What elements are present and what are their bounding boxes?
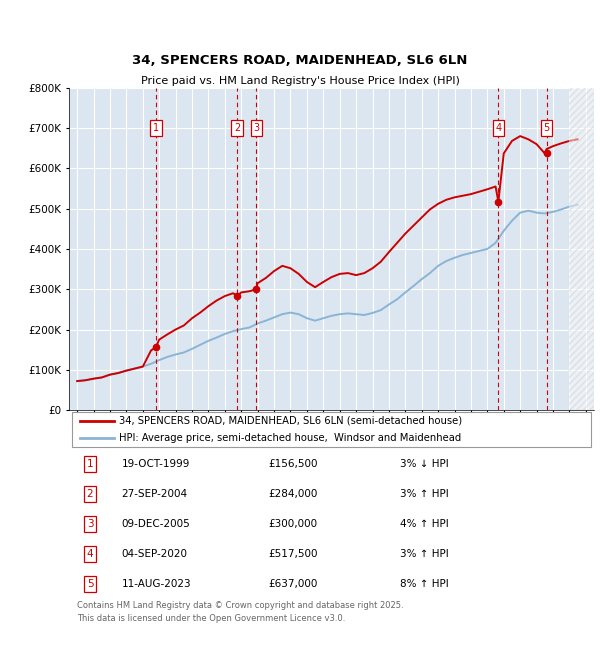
- Text: 4: 4: [86, 549, 94, 559]
- Text: 27-SEP-2004: 27-SEP-2004: [121, 489, 188, 499]
- Text: 1: 1: [86, 459, 94, 469]
- Text: 2: 2: [234, 123, 240, 133]
- Text: £517,500: £517,500: [269, 549, 318, 559]
- Text: £300,000: £300,000: [269, 519, 317, 529]
- Text: 8% ↑ HPI: 8% ↑ HPI: [400, 579, 449, 589]
- Text: 5: 5: [544, 123, 550, 133]
- Text: 19-OCT-1999: 19-OCT-1999: [121, 459, 190, 469]
- Text: 3% ↑ HPI: 3% ↑ HPI: [400, 489, 449, 499]
- Text: 09-DEC-2005: 09-DEC-2005: [121, 519, 190, 529]
- Text: 1: 1: [153, 123, 159, 133]
- Text: 3: 3: [253, 123, 259, 133]
- Text: HPI: Average price, semi-detached house,  Windsor and Maidenhead: HPI: Average price, semi-detached house,…: [119, 434, 461, 443]
- Text: 3: 3: [86, 519, 94, 529]
- Text: £156,500: £156,500: [269, 459, 318, 469]
- Text: 34, SPENCERS ROAD, MAIDENHEAD, SL6 6LN: 34, SPENCERS ROAD, MAIDENHEAD, SL6 6LN: [133, 54, 467, 67]
- Text: Price paid vs. HM Land Registry's House Price Index (HPI): Price paid vs. HM Land Registry's House …: [140, 76, 460, 86]
- Bar: [569, 88, 594, 410]
- Text: 34, SPENCERS ROAD, MAIDENHEAD, SL6 6LN (semi-detached house): 34, SPENCERS ROAD, MAIDENHEAD, SL6 6LN (…: [119, 416, 462, 426]
- Text: £637,000: £637,000: [269, 579, 318, 589]
- Text: 5: 5: [86, 579, 94, 589]
- Text: 4: 4: [495, 123, 502, 133]
- Text: £284,000: £284,000: [269, 489, 318, 499]
- Text: 11-AUG-2023: 11-AUG-2023: [121, 579, 191, 589]
- Text: 4% ↑ HPI: 4% ↑ HPI: [400, 519, 449, 529]
- Text: 04-SEP-2020: 04-SEP-2020: [121, 549, 187, 559]
- Text: Contains HM Land Registry data © Crown copyright and database right 2025.
This d: Contains HM Land Registry data © Crown c…: [77, 601, 404, 623]
- Text: 2: 2: [86, 489, 94, 499]
- Text: 3% ↑ HPI: 3% ↑ HPI: [400, 549, 449, 559]
- FancyBboxPatch shape: [71, 412, 591, 447]
- Text: 3% ↓ HPI: 3% ↓ HPI: [400, 459, 449, 469]
